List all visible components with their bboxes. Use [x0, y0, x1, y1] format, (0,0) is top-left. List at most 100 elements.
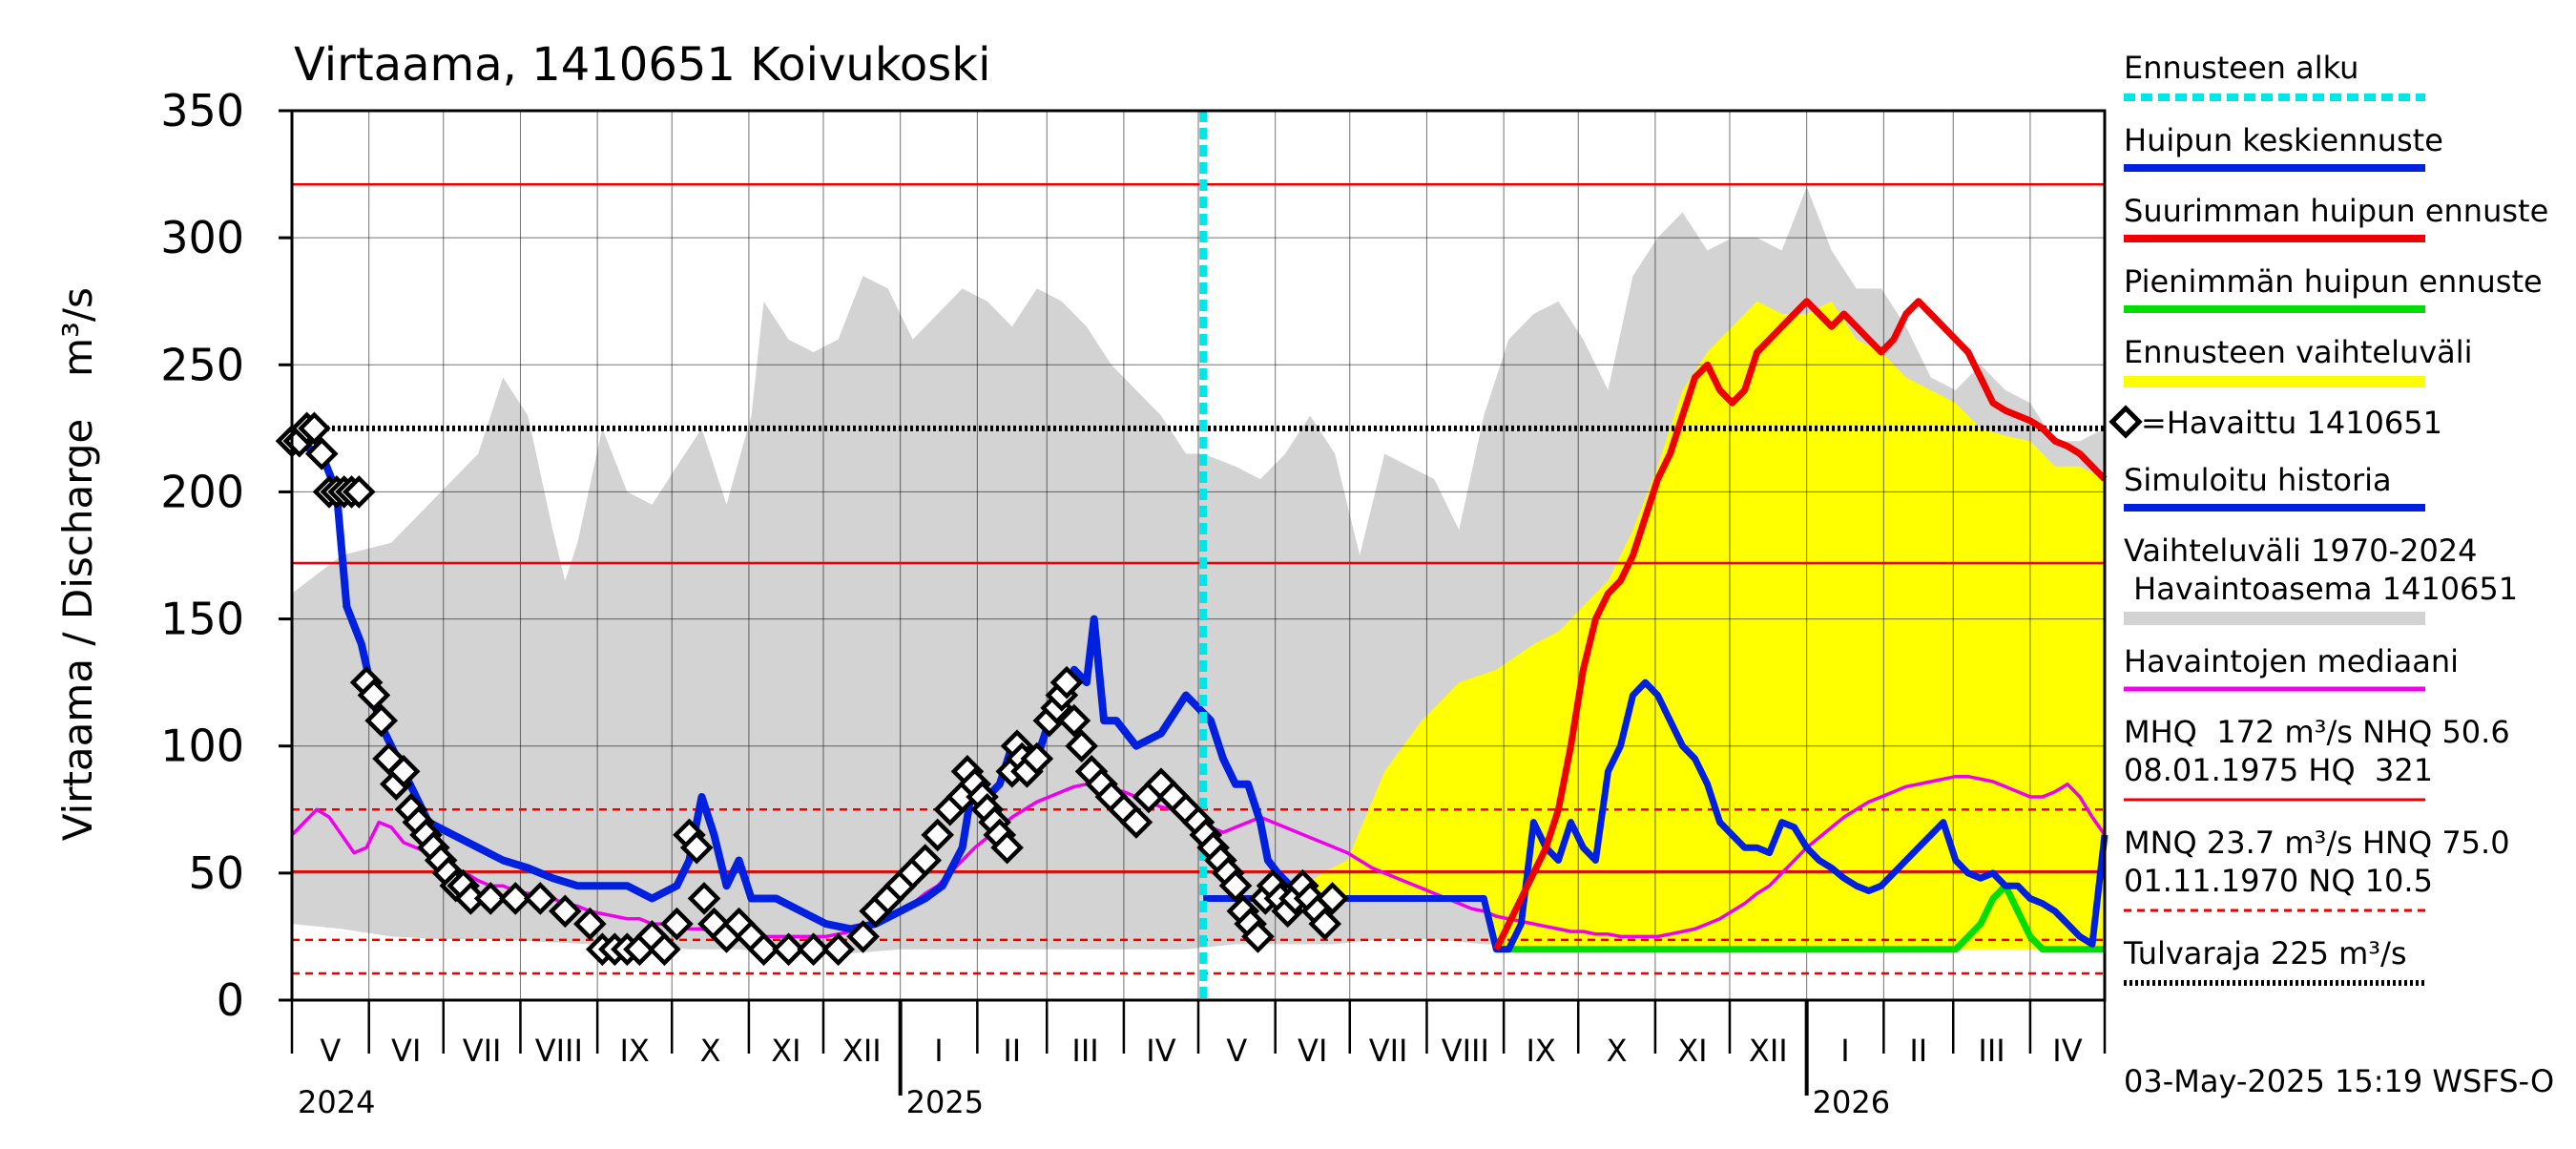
observed-point — [1218, 868, 1253, 903]
forecast-max-line — [1493, 298, 2108, 951]
observed-point — [1241, 920, 1275, 953]
timestamp: 03-May-2025 15:19 WSFS-O — [2124, 1063, 2554, 1099]
observed-point — [772, 932, 805, 967]
month-label: I — [1840, 1033, 1849, 1069]
month-label: V — [1226, 1033, 1247, 1069]
y-tick-label: 50 — [188, 847, 244, 899]
chart-title: Virtaama, 1410651 Koivukoski — [294, 38, 990, 92]
observed-point — [797, 932, 830, 967]
reference-lines — [292, 182, 2105, 975]
legend-label-havaittu: =Havaittu 1410651 — [2141, 405, 2442, 441]
simulated-history-line — [290, 437, 1316, 933]
month-label: VIII — [535, 1033, 583, 1069]
forecast-range-band — [1203, 301, 2105, 950]
observed-point — [921, 818, 955, 852]
observed-point — [357, 679, 391, 712]
forecast-min-line — [1496, 882, 2105, 953]
plot-grid — [291, 110, 2106, 1001]
legend: Ennusteen alku Huipun keskiennuste Suuri… — [2109, 50, 2548, 986]
y-tick-label: 250 — [160, 339, 244, 390]
forecast-range-area — [1203, 301, 2105, 950]
stats-line-2: 08.01.1975 HQ 321 — [2124, 752, 2433, 788]
observed-point — [1065, 729, 1098, 763]
observed-point — [498, 882, 532, 915]
month-label: VII — [463, 1033, 502, 1069]
y-tick-label: 350 — [160, 85, 244, 136]
observed-point — [1057, 703, 1091, 738]
observed-point — [687, 882, 721, 915]
y-tick-label: 0 — [217, 974, 244, 1026]
observed-point — [454, 882, 488, 915]
stats-line-3: MNQ 23.7 m³/s HNQ 75.0 — [2124, 825, 2510, 861]
month-label: X — [1607, 1033, 1628, 1069]
month-label: II — [1909, 1033, 1927, 1069]
legend-label-ennuste-alku: Ennusteen alku — [2124, 50, 2358, 86]
legend-label-hist-range: Vaihteluväli 1970-2024 — [2124, 533, 2478, 569]
observed-point — [473, 882, 508, 915]
legend-label-mediaani: Havaintojen mediaani — [2124, 643, 2459, 679]
observed-point — [1020, 742, 1054, 776]
observed-point — [747, 932, 780, 967]
observed-point — [523, 882, 557, 915]
y-tick-label: 200 — [160, 466, 244, 517]
observed-point — [990, 830, 1024, 865]
legend-diamond-icon — [2109, 405, 2143, 439]
observed-point — [304, 437, 339, 470]
y-tick-label: 300 — [160, 212, 244, 263]
legend-label-vaihteluvali: Ennusteen vaihteluväli — [2124, 334, 2473, 370]
y-tick-label: 150 — [160, 594, 244, 645]
month-label: VII — [1369, 1033, 1408, 1069]
month-label: I — [934, 1033, 943, 1069]
observed-point — [908, 844, 943, 877]
observed-point — [548, 894, 582, 929]
observed-point — [1049, 665, 1084, 700]
observed-point — [679, 830, 714, 865]
observed-point — [1308, 907, 1342, 941]
observed-point — [342, 475, 376, 509]
observed-point — [846, 920, 880, 953]
legend-label-huippu-min: Pienimmän huipun ennuste — [2124, 263, 2543, 300]
legend-label-simuloitu: Simuloitu historia — [2124, 462, 2392, 498]
month-label: VI — [1298, 1033, 1327, 1069]
y-tick-label: 100 — [160, 721, 244, 772]
month-label: IX — [619, 1033, 649, 1069]
month-label: IX — [1526, 1033, 1555, 1069]
observed-point — [573, 907, 607, 941]
y-axis-label: Virtaama / Discharge — [54, 419, 101, 842]
forecast-mean-line — [1203, 679, 2109, 953]
month-label: VIII — [1442, 1033, 1489, 1069]
month-label: III — [1978, 1033, 2005, 1069]
year-label: 2025 — [906, 1084, 984, 1120]
month-label: XI — [771, 1033, 800, 1069]
month-label: XII — [1749, 1033, 1788, 1069]
month-label: IV — [2052, 1033, 2082, 1069]
observed-markers — [275, 411, 1349, 967]
observed-point — [648, 932, 681, 967]
observed-point — [1316, 882, 1349, 915]
month-label: V — [320, 1033, 341, 1069]
month-label: VI — [391, 1033, 421, 1069]
month-label: IV — [1146, 1033, 1175, 1069]
observed-point — [298, 411, 331, 446]
observed-point — [364, 703, 399, 738]
stats-line-5: Tulvaraja 225 m³/s — [2123, 935, 2407, 971]
legend-label-huippu-keski: Huipun keskiennuste — [2124, 122, 2443, 158]
legend-label-huippu-max: Suurimman huipun ennuste — [2124, 193, 2548, 229]
month-label: III — [1071, 1033, 1098, 1069]
observed-point — [660, 907, 694, 941]
observed-point — [386, 755, 421, 788]
month-label: XI — [1677, 1033, 1707, 1069]
month-label: XII — [842, 1033, 882, 1069]
legend-label-hist-range-2: Havaintoasema 1410651 — [2124, 571, 2518, 607]
year-label: 2024 — [298, 1084, 375, 1120]
y-axis-unit: m³/s — [54, 287, 101, 377]
observed-point — [821, 932, 855, 967]
month-label: II — [1003, 1033, 1021, 1069]
stats-line-4: 01.11.1970 NQ 10.5 — [2124, 863, 2433, 899]
stats-line-1: MHQ 172 m³/s NHQ 50.6 — [2124, 714, 2510, 750]
observed-point — [1119, 805, 1153, 839]
month-label: X — [700, 1033, 721, 1069]
